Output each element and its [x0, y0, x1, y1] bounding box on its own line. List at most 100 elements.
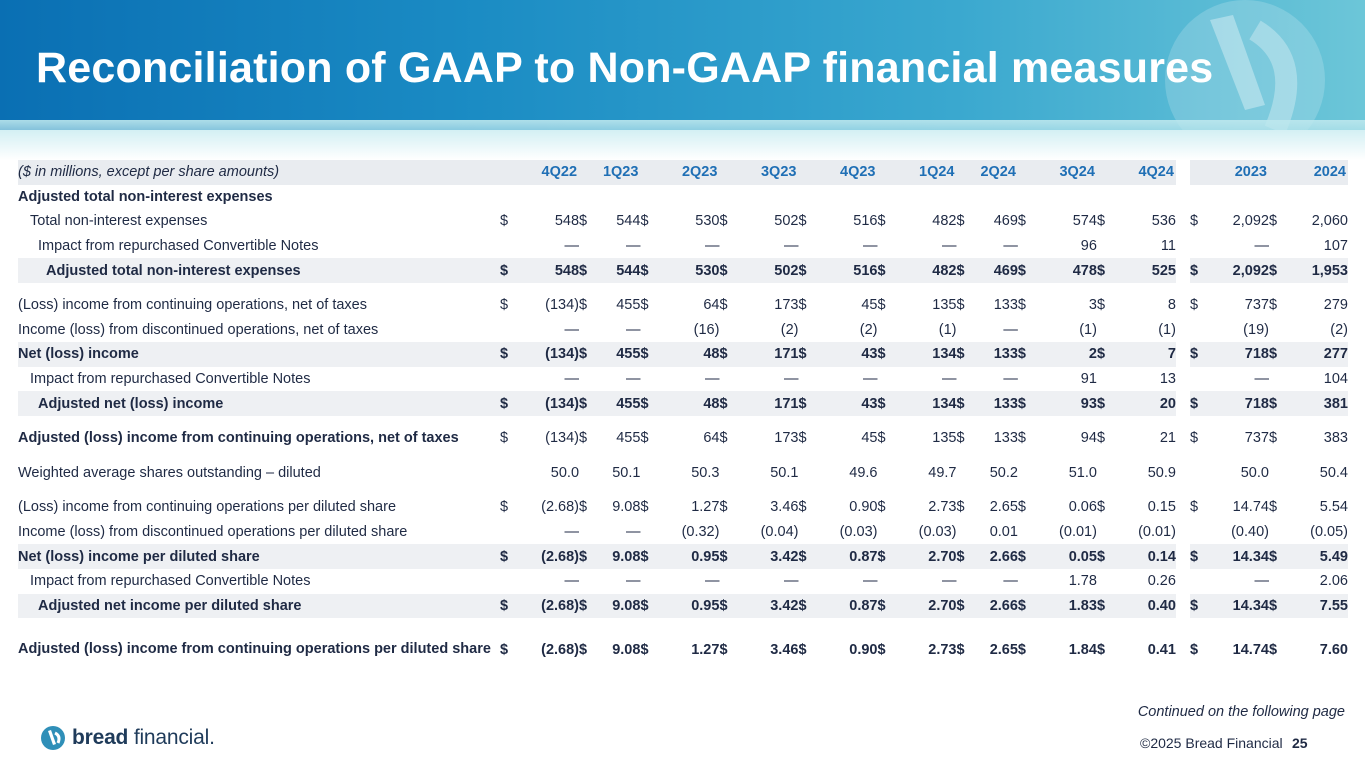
currency-symbol [798, 461, 808, 486]
column-gap [1176, 234, 1190, 259]
value-cell: 502 [729, 258, 799, 283]
value-cell: 3.46 [770, 499, 799, 516]
value-cell: 530 [695, 213, 720, 230]
value-cell: 455 [616, 430, 641, 447]
currency-symbol: $ [1189, 297, 1199, 314]
currency-symbol [1190, 461, 1200, 486]
value-cell: — [942, 573, 957, 590]
value-cell: 43 [808, 342, 878, 367]
spacer-row [18, 451, 1348, 461]
currency-symbol [1190, 569, 1200, 594]
value-cell: 0.15 [1147, 499, 1176, 516]
currency-symbol: $ [1096, 258, 1107, 283]
header-fade [0, 120, 1365, 160]
value-cell: (2) [1330, 321, 1348, 338]
value-cell: 45 [861, 430, 878, 447]
currency-symbol: $ [1268, 593, 1279, 619]
currency-symbol [640, 185, 650, 210]
value-cell: 13 [1159, 371, 1176, 388]
currency-symbol [719, 461, 729, 486]
currency-symbol: $ [798, 499, 807, 516]
column-gap [1175, 544, 1190, 569]
column-gap [1175, 593, 1190, 619]
bread-financial-logo: bread financial. [40, 725, 215, 751]
currency-symbol: $ [640, 544, 651, 569]
currency-symbol: $ [1017, 593, 1028, 619]
column-gap [1175, 342, 1190, 367]
value-cell: 21 [1159, 430, 1176, 447]
currency-symbol: $ [798, 544, 809, 569]
currency-symbol [1097, 367, 1107, 392]
currency-symbol: $ [798, 593, 809, 619]
currency-symbol [1269, 234, 1279, 259]
value-cell: (0.40) [1231, 524, 1269, 541]
currency-symbol: $ [1017, 258, 1028, 283]
column-gap [1175, 391, 1190, 416]
value-cell: 469 [993, 213, 1018, 230]
value-cell: — [1003, 371, 1018, 388]
brand-watermark-icon [1165, 0, 1325, 130]
value-cell: — [704, 238, 720, 255]
value-cell: (0.03) [918, 524, 957, 541]
value-cell [1200, 185, 1269, 210]
currency-symbol: $ [798, 342, 809, 367]
value-cell: 0.40 [1106, 593, 1176, 619]
currency-symbol [500, 569, 510, 594]
row-label: Adjusted net income per diluted share [18, 593, 500, 619]
currency-symbol [957, 234, 967, 259]
value-cell: 2.70 [887, 544, 957, 569]
currency-symbol [640, 318, 650, 343]
value-cell: 0.95 [650, 593, 720, 619]
currency-symbol: $ [1096, 544, 1107, 569]
value-cell: 3.42 [729, 544, 799, 569]
row-label: Adjusted (loss) income from continuing o… [18, 641, 491, 658]
value-cell: 94 [1080, 430, 1097, 447]
currency-symbol [640, 569, 650, 594]
currency-symbol [798, 318, 808, 343]
value-cell: 5.49 [1278, 544, 1348, 569]
currency-symbol: $ [1189, 258, 1200, 283]
spacer-cell [18, 485, 1348, 495]
table-row: (Loss) income from continuing operations… [18, 293, 1348, 318]
value-cell: 48 [650, 342, 720, 367]
value-cell: 2,092 [1199, 258, 1269, 283]
currency-symbol: $ [579, 213, 588, 230]
currency-symbol: $ [640, 342, 651, 367]
year-header: 2023 [1189, 160, 1269, 185]
value-cell: 0.90 [849, 499, 878, 516]
period-header: 1Q23 [579, 160, 641, 185]
value-cell: 64 [703, 297, 720, 314]
currency-symbol: $ [500, 499, 509, 516]
value-cell: (2.68) [510, 544, 580, 569]
value-cell: 718 [1199, 391, 1269, 416]
column-gap [1176, 318, 1190, 343]
currency-symbol: $ [579, 258, 590, 283]
currency-symbol [1097, 185, 1107, 210]
value-cell: 135 [932, 430, 957, 447]
value-cell: 134 [887, 342, 957, 367]
value-cell: 96 [1080, 238, 1097, 255]
currency-symbol [877, 461, 887, 486]
currency-symbol: $ [1017, 297, 1026, 314]
currency-symbol [1018, 185, 1028, 210]
table-row: Income (loss) from discontinued operatio… [18, 520, 1348, 545]
currency-symbol: $ [1017, 499, 1026, 516]
value-cell: (1) [1158, 321, 1176, 338]
currency-symbol [957, 318, 967, 343]
value-cell: 0.87 [808, 544, 878, 569]
currency-symbol: $ [1189, 642, 1199, 659]
copyright: ©2025 Bread Financial [1140, 735, 1283, 751]
currency-symbol: $ [877, 544, 888, 569]
value-cell: 482 [932, 213, 957, 230]
value-cell: 2.70 [887, 593, 957, 619]
currency-symbol: $ [500, 593, 510, 619]
value-cell: 50.4 [1319, 464, 1348, 481]
currency-symbol [640, 367, 650, 392]
currency-symbol: $ [500, 430, 509, 447]
value-cell: 64 [703, 430, 720, 447]
column-gap [1175, 160, 1190, 185]
currency-symbol: $ [877, 642, 886, 659]
units-note: ($ in millions, except per share amounts… [18, 160, 500, 185]
currency-symbol [1018, 569, 1028, 594]
table-row: Impact from repurchased Convertible Note… [18, 367, 1348, 392]
